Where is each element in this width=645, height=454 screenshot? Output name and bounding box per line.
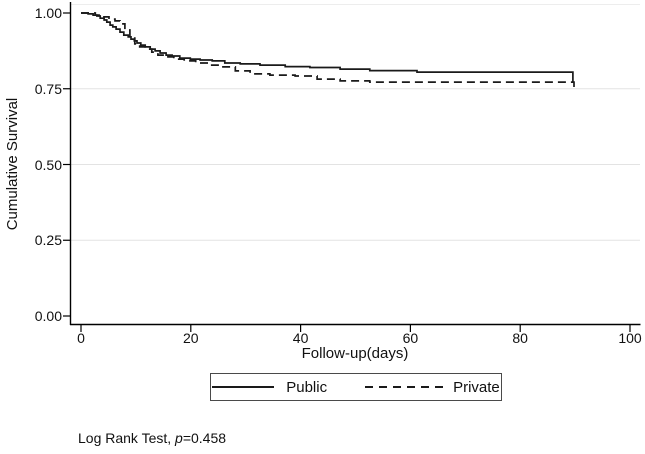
- y-tick-label-1.00: 1.00: [34, 5, 62, 21]
- x-tick-label-100: 100: [618, 330, 642, 346]
- legend-box: Public Private: [210, 373, 502, 401]
- log-rank-test-annotation: Log Rank Test, p=0.458: [78, 430, 226, 446]
- p-value: =0.458: [182, 430, 227, 446]
- survival-curves: [81, 12, 575, 90]
- legend-label-public: Public: [286, 378, 328, 396]
- x-tick-label-20: 20: [183, 330, 199, 346]
- log-rank-prefix: Log Rank Test,: [78, 430, 176, 446]
- x-axis-title: Follow-up(days): [301, 345, 409, 362]
- x-tick-label-80: 80: [512, 330, 528, 346]
- x-tick-label-0: 0: [77, 330, 85, 346]
- y-tick-label-0.25: 0.25: [34, 232, 62, 249]
- private-survival-curve: [81, 12, 575, 90]
- legend-label-private: Private: [453, 378, 500, 396]
- y-tick-label-0.75: 0.75: [34, 80, 62, 97]
- y-tick-label-0.50: 0.50: [34, 156, 62, 173]
- x-tick-label-60: 60: [402, 330, 419, 346]
- legend-solid-line-icon: [212, 386, 275, 388]
- tick-marks: [63, 12, 631, 332]
- y-tick-label-0.00: 0.00: [34, 308, 62, 324]
- x-tick-label-40: 40: [292, 330, 309, 346]
- legend-dashed-line-icon: [365, 386, 444, 388]
- axes: [69, 2, 641, 326]
- p-symbol: p: [175, 430, 183, 446]
- public-survival-curve: [81, 12, 574, 83]
- gridlines: [70, 4, 640, 241]
